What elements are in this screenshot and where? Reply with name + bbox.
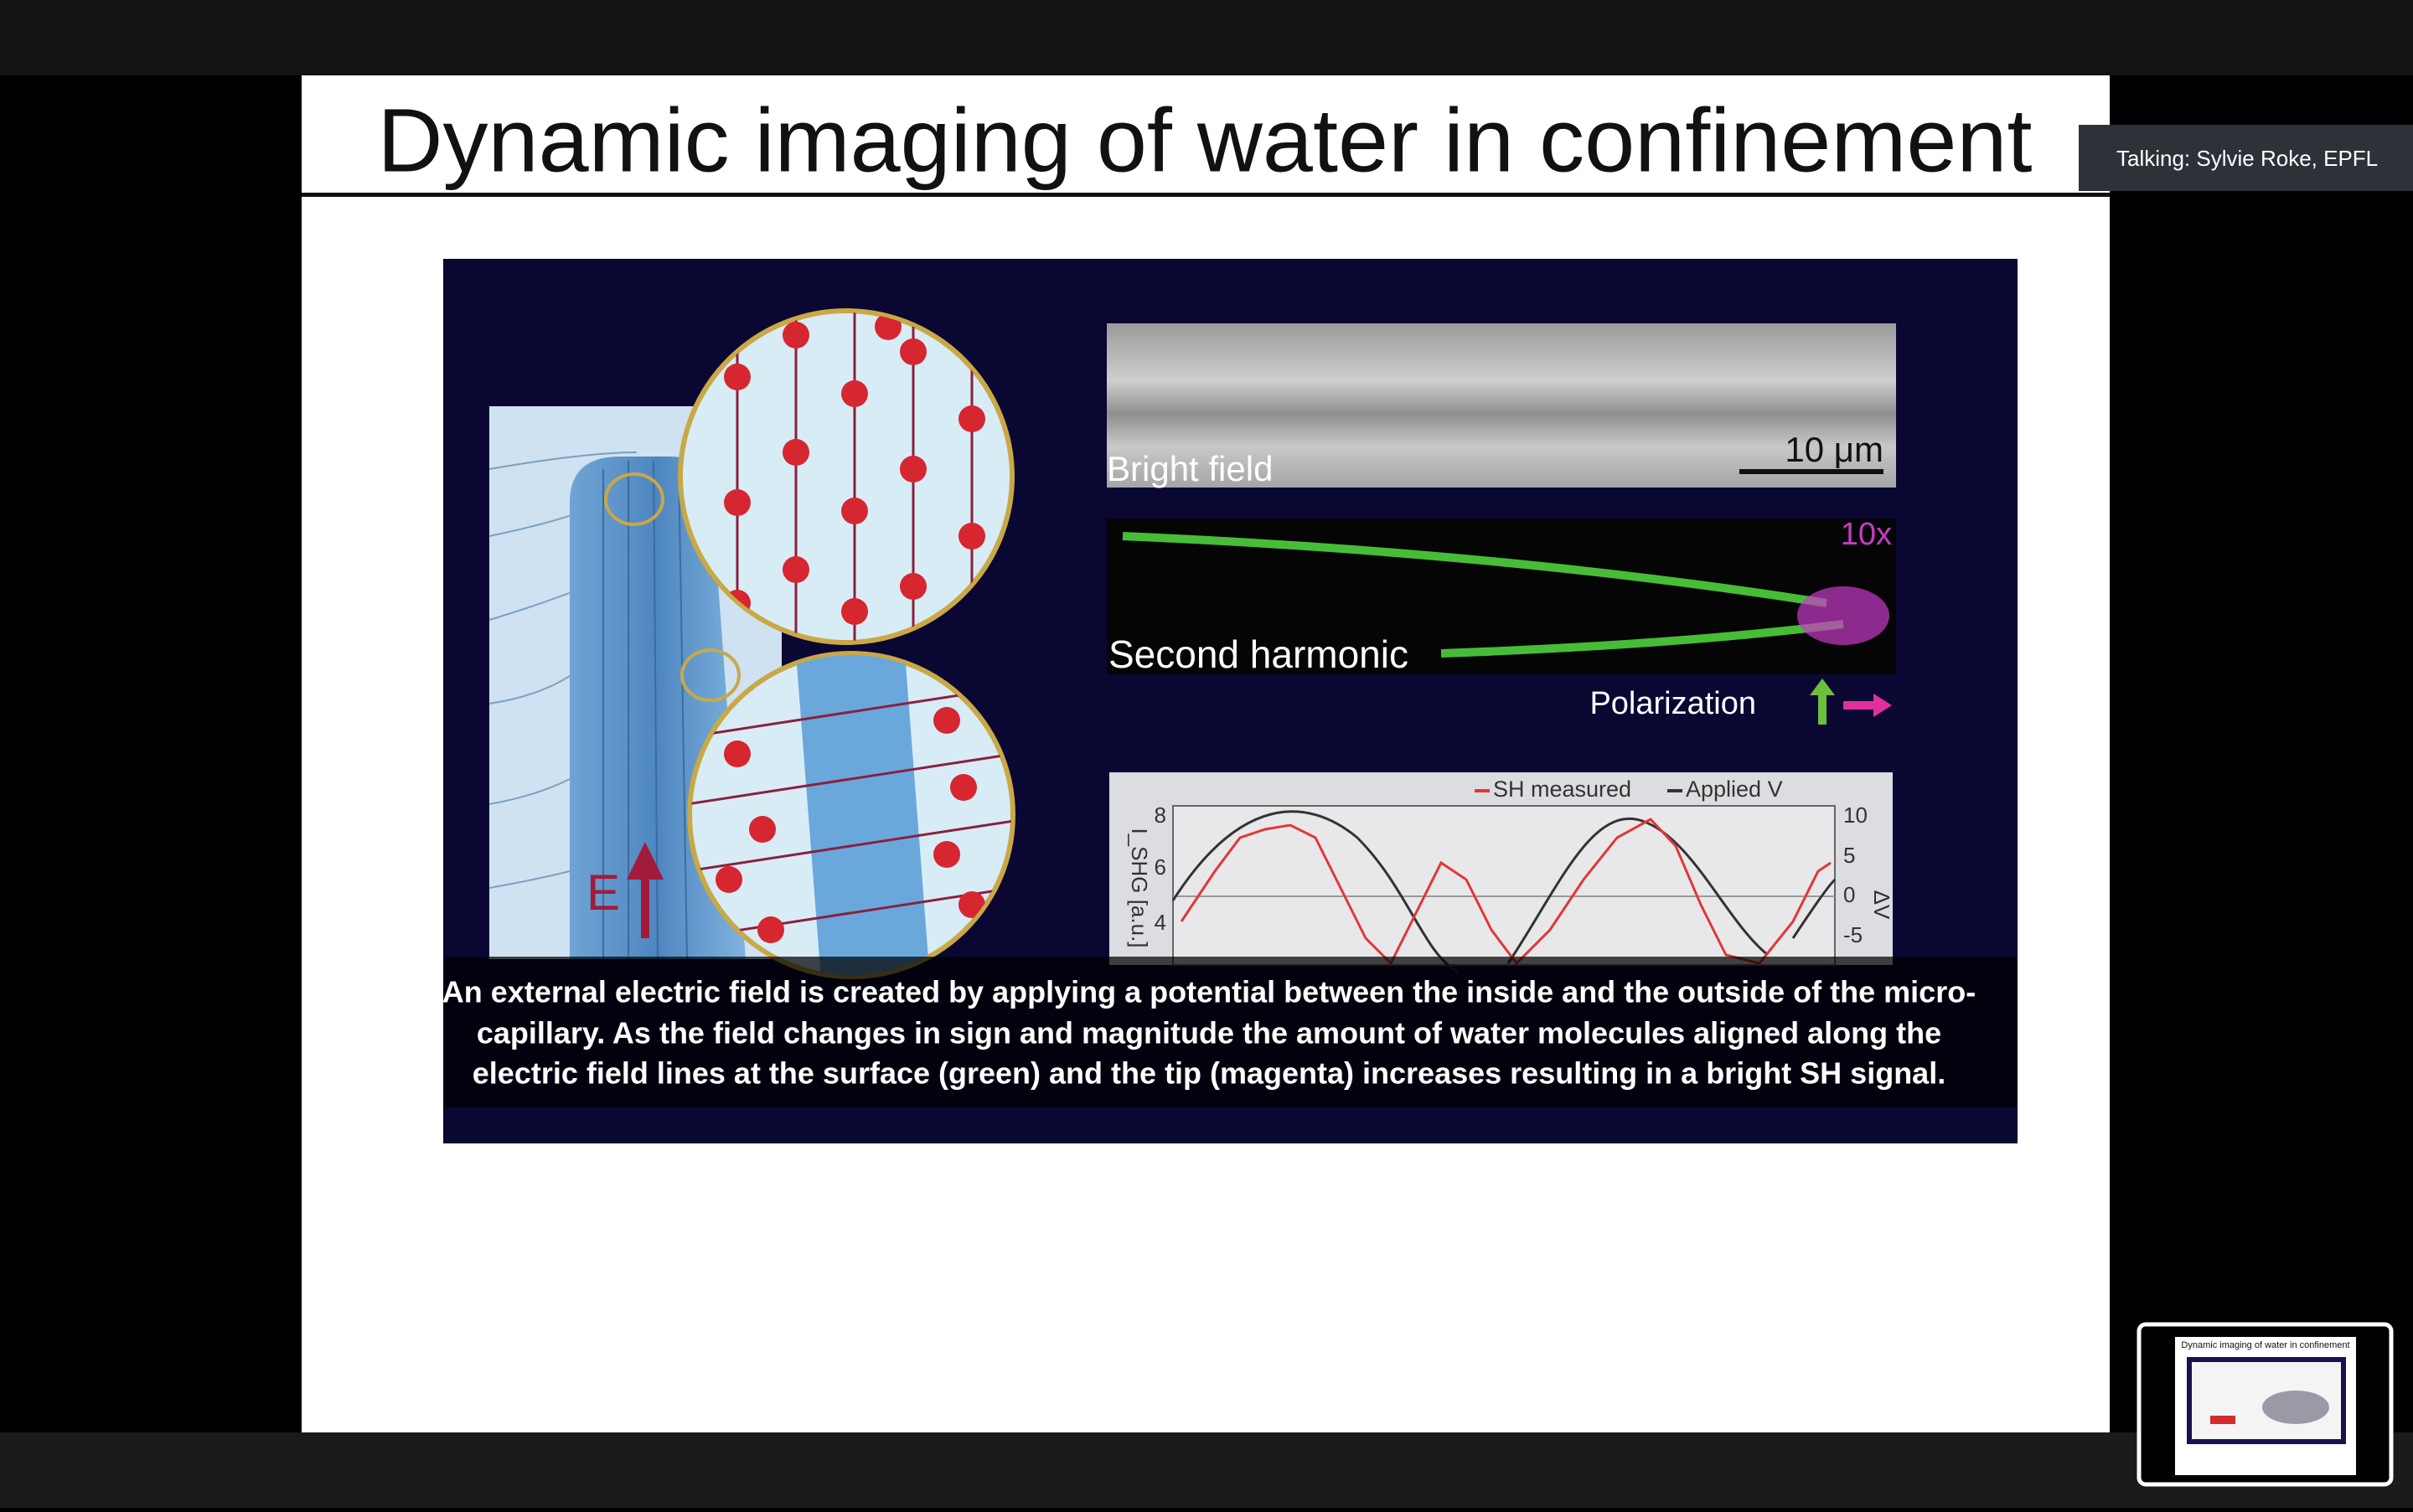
y2-axis-label: ΔV [1869, 890, 1894, 920]
caption-line: An external electric field is created by… [442, 975, 1976, 1009]
polarization-label: Polarization [1589, 686, 1756, 721]
speaker-badge [2079, 125, 2413, 191]
y-tick-label: 6 [1155, 854, 1166, 880]
zoom-marker [604, 472, 664, 526]
bright-field-image [1107, 323, 1896, 488]
top-bar [0, 0, 2413, 75]
capillary-lines [602, 460, 688, 960]
applied-v-curve [1171, 810, 1837, 973]
thumbnail-image [2262, 1391, 2329, 1424]
water-molecules [691, 655, 1011, 975]
polarization-arrowhead [1810, 679, 1835, 695]
bright-field-label: Bright field [1107, 449, 1273, 488]
polarization-arrow [1818, 691, 1827, 725]
zoom-marker [680, 648, 741, 702]
zoom-circle [678, 308, 1015, 645]
field-arrowhead [627, 842, 664, 880]
polarization-arrowhead [1873, 694, 1892, 717]
field-label: E [586, 864, 620, 921]
bottom-bar [0, 1432, 2413, 1508]
y-tick-label: 8 [1155, 802, 1166, 828]
thumbnail[interactable]: Dynamic imaging of water in confinement [2137, 1322, 2394, 1487]
thumbnail-logo [2210, 1416, 2235, 1424]
caption-line: electric field lines at the surface (gre… [473, 1056, 1945, 1091]
plot-area [1172, 805, 1836, 966]
caption-line: capillary. As the field changes in sign … [477, 1016, 1941, 1050]
sh-tip [1797, 586, 1889, 645]
gain-label: 10x [1841, 517, 1892, 552]
title-rule [302, 193, 2110, 197]
polarization-arrow [1843, 701, 1877, 710]
caption-overlay [443, 957, 2018, 1107]
legend-label: Applied V [1686, 777, 1783, 802]
y2-tick-label: 5 [1843, 843, 1855, 868]
second-harmonic-label: Second harmonic [1108, 632, 1408, 676]
scale-bar [1739, 469, 1883, 474]
y2-tick-label: 0 [1843, 882, 1855, 907]
y2-tick-label: -5 [1843, 922, 1863, 947]
y-axis-label: I_SHG [a.u.] [1127, 828, 1152, 947]
scale-bar-label: 10 μm [1785, 430, 1883, 469]
thumbnail-title: Dynamic imaging of water in confinement [2181, 1340, 2349, 1350]
sh-streak [1440, 620, 1844, 658]
y-tick-label: 4 [1155, 910, 1166, 935]
legend-label: SH measured [1493, 777, 1631, 802]
y2-tick-label: 10 [1843, 802, 1868, 828]
figure: E Bright field 10 μ [442, 259, 2018, 1143]
slide-title: Dynamic imaging of water in confinement [378, 90, 2033, 191]
sh-streak [1122, 532, 1827, 607]
sh-measured-curve [1180, 818, 1832, 966]
speaker-label: Talking: Sylvie Roke, EPFL [2116, 146, 2378, 171]
